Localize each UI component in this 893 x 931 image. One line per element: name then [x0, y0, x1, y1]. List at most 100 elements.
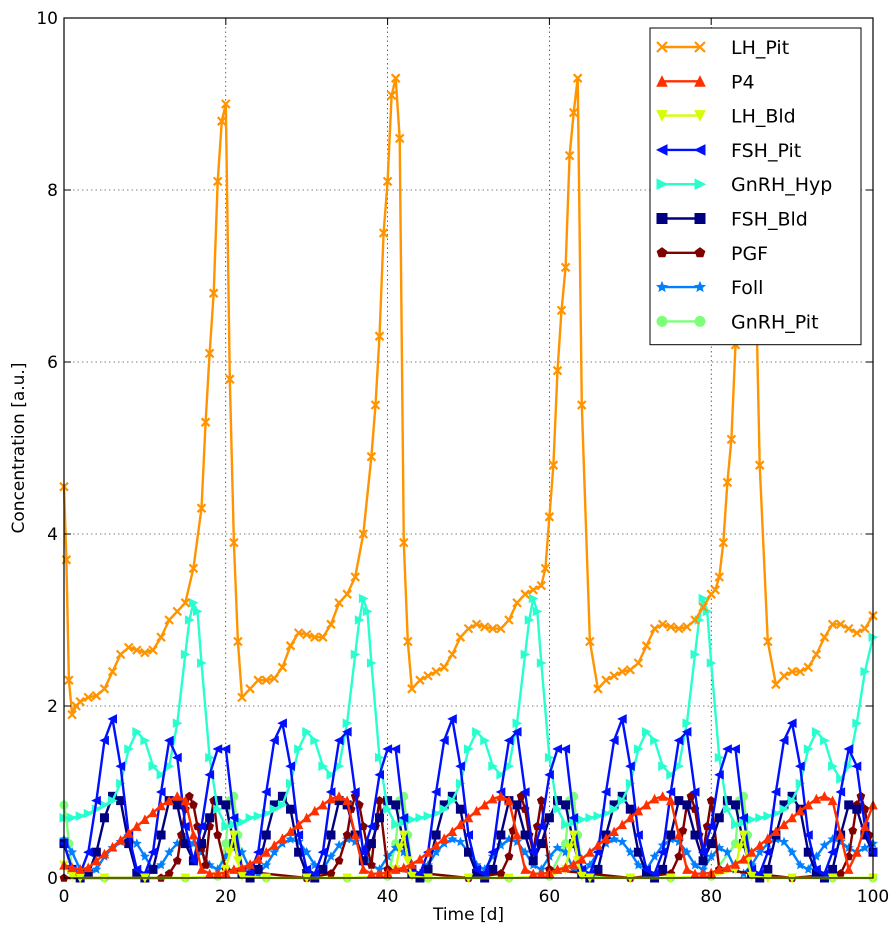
- data-point: [75, 811, 86, 821]
- data-point: [132, 821, 142, 831]
- data-point: [779, 804, 790, 815]
- data-point: [762, 847, 773, 858]
- series-p4: [59, 791, 878, 879]
- data-point: [722, 804, 733, 815]
- data-point: [188, 829, 199, 840]
- data-point: [771, 679, 781, 690]
- data-point: [536, 821, 546, 832]
- data-point: [649, 851, 660, 861]
- data-point: [317, 847, 328, 858]
- data-point: [374, 769, 385, 780]
- data-point: [795, 805, 805, 816]
- data-point: [398, 812, 409, 823]
- data-point: [132, 726, 142, 737]
- data-point: [293, 628, 304, 638]
- data-point: [192, 606, 203, 617]
- data-point: [656, 213, 668, 224]
- data-point: [479, 622, 490, 632]
- data-point: [75, 696, 85, 707]
- data-point: [496, 791, 506, 801]
- data-point: [512, 800, 522, 810]
- data-point: [269, 673, 280, 684]
- data-point: [718, 537, 729, 548]
- data-point: [560, 744, 571, 754]
- legend-label: GnRH_Hyp: [731, 174, 832, 196]
- data-point: [536, 839, 546, 849]
- data-point: [625, 761, 635, 772]
- data-point: [132, 645, 142, 655]
- data-point: [487, 623, 498, 634]
- data-point: [455, 761, 465, 772]
- data-point: [318, 799, 328, 810]
- data-point: [795, 859, 806, 870]
- data-point: [487, 847, 498, 858]
- data-point: [140, 735, 151, 746]
- data-point: [148, 645, 158, 655]
- data-point: [682, 800, 692, 810]
- data-point: [504, 795, 514, 806]
- data-point: [107, 666, 118, 677]
- data-point: [407, 684, 417, 694]
- axis-ticks: 0 20 40 60 80 100 0 2 4 6 8 10: [36, 9, 889, 907]
- data-point: [655, 144, 668, 156]
- data-point: [75, 864, 85, 874]
- y-tick-label: 2: [47, 697, 58, 717]
- data-point: [754, 840, 765, 850]
- data-point: [585, 636, 595, 647]
- data-point: [370, 400, 381, 410]
- data-point: [431, 787, 441, 797]
- data-point: [310, 632, 320, 642]
- data-point: [722, 862, 733, 873]
- data-point: [386, 90, 397, 101]
- data-point: [665, 795, 676, 806]
- data-point: [378, 228, 389, 238]
- data-point: [730, 859, 741, 869]
- data-point: [205, 813, 215, 823]
- data-point: [398, 862, 409, 873]
- data-point: [641, 641, 652, 651]
- data-point: [585, 812, 595, 823]
- data-point: [593, 684, 603, 694]
- data-point: [463, 830, 473, 840]
- data-point: [116, 778, 126, 789]
- data-point: [536, 580, 547, 591]
- data-point: [738, 812, 749, 823]
- data-point: [592, 847, 603, 858]
- data-point: [439, 804, 450, 815]
- data-point: [164, 735, 174, 746]
- data-point: [99, 848, 110, 859]
- data-point: [204, 769, 215, 780]
- data-point: [269, 846, 280, 857]
- data-point: [115, 835, 126, 845]
- data-point: [237, 871, 247, 882]
- data-point: [649, 793, 660, 804]
- data-point: [156, 632, 166, 642]
- data-point: [91, 864, 102, 874]
- data-point: [197, 658, 207, 668]
- data-point: [552, 842, 563, 853]
- data-point: [694, 247, 706, 258]
- data-point: [455, 632, 466, 642]
- data-point: [447, 826, 458, 837]
- data-point: [390, 73, 401, 83]
- data-point: [787, 666, 797, 677]
- x-tick-label: 40: [377, 887, 399, 907]
- data-point: [447, 834, 458, 844]
- data-point: [746, 864, 757, 875]
- data-point: [261, 830, 271, 840]
- data-point: [690, 830, 700, 840]
- data-point: [738, 830, 749, 841]
- x-axis-label: Time [d]: [432, 905, 504, 925]
- data-point: [564, 150, 575, 161]
- data-point: [656, 178, 669, 191]
- data-point: [689, 787, 700, 797]
- data-point: [641, 864, 651, 875]
- data-point: [576, 864, 587, 875]
- data-point: [302, 726, 312, 737]
- data-point: [212, 176, 223, 187]
- data-point: [633, 859, 644, 870]
- data-point: [216, 116, 227, 126]
- data-point: [439, 833, 450, 843]
- data-point: [225, 847, 235, 858]
- data-point: [471, 619, 482, 630]
